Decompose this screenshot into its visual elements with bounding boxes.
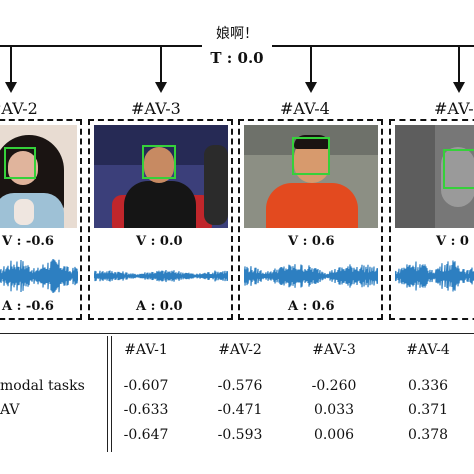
- person-body: [124, 181, 196, 228]
- table-cell: -0.647: [111, 427, 181, 443]
- table-top-rule: [0, 333, 474, 334]
- tree-branch-av-5: [458, 45, 460, 83]
- table-row-label: AV: [0, 402, 20, 418]
- table-cell: 0.006: [299, 427, 369, 443]
- person-shirt: [266, 183, 358, 228]
- table-cell: -0.633: [111, 402, 181, 418]
- face-detection-box: [292, 137, 330, 175]
- tree-branch-av-4: [310, 45, 312, 83]
- table-header-av-3: #AV-3: [299, 342, 369, 358]
- audio-waveform-av-2: [0, 256, 78, 296]
- audio-waveform-av-4: [244, 256, 378, 296]
- text-modality-sentence: 娘啊！: [196, 26, 278, 42]
- audio-score-av-4: A : 0.6: [288, 300, 335, 314]
- tree-horizontal-line-right: [272, 45, 474, 47]
- table-header-av-4: #AV-4: [393, 342, 463, 358]
- tree-branch-av-2: [10, 45, 12, 83]
- table-cell: 0.371: [393, 402, 463, 418]
- arrow-down-icon: [453, 82, 465, 93]
- arrow-down-icon: [305, 82, 317, 93]
- table-cell: 0.033: [299, 402, 369, 418]
- tree-branch-av-3: [160, 45, 162, 83]
- visual-score-av-5: V : 0: [436, 235, 469, 249]
- audio-score-av-3: A : 0.0: [136, 300, 183, 314]
- video-frame-av-5: [395, 125, 474, 228]
- video-frame-av-2: [0, 125, 77, 228]
- table-header-av-2: #AV-2: [205, 342, 275, 358]
- face-detection-box: [443, 149, 474, 189]
- video-frame-av-3: [94, 125, 228, 228]
- table-cell: 0.336: [393, 378, 463, 394]
- visual-score-av-2: V : -0.6: [2, 235, 54, 249]
- background-wall: [395, 125, 435, 228]
- visual-score-av-4: V : 0.6: [288, 235, 335, 249]
- audio-waveform-av-5: [395, 256, 474, 296]
- clip-title-av-5: #AV-5: [434, 100, 474, 118]
- table-cell: -0.607: [111, 378, 181, 394]
- arrow-down-icon: [5, 82, 17, 93]
- table-cell: -0.576: [205, 378, 275, 394]
- table-header-av-1: #AV-1: [111, 342, 181, 358]
- tree-horizontal-line-left: [0, 45, 202, 47]
- doll-toy: [14, 199, 34, 225]
- video-frame-av-4: [244, 125, 378, 228]
- table-cell: -0.471: [205, 402, 275, 418]
- clip-title-av-3: #AV-3: [131, 100, 181, 118]
- arrow-down-icon: [155, 82, 167, 93]
- visual-score-av-3: V : 0.0: [136, 235, 183, 249]
- clip-title-av-4: #AV-4: [280, 100, 330, 118]
- face-detection-box: [4, 147, 36, 179]
- clip-title-av-2: #AV-2: [0, 100, 38, 118]
- table-cell: 0.378: [393, 427, 463, 443]
- side-person: [204, 145, 228, 225]
- table-row-label: modal tasks: [0, 378, 85, 394]
- table-cell: -0.593: [205, 427, 275, 443]
- audio-waveform-av-3: [94, 256, 228, 296]
- table-column-divider: [107, 336, 108, 452]
- table-cell: -0.260: [299, 378, 369, 394]
- text-modality-value: T : 0.0: [196, 50, 278, 66]
- face-detection-box: [142, 145, 176, 179]
- audio-score-av-2: A : -0.6: [2, 300, 54, 314]
